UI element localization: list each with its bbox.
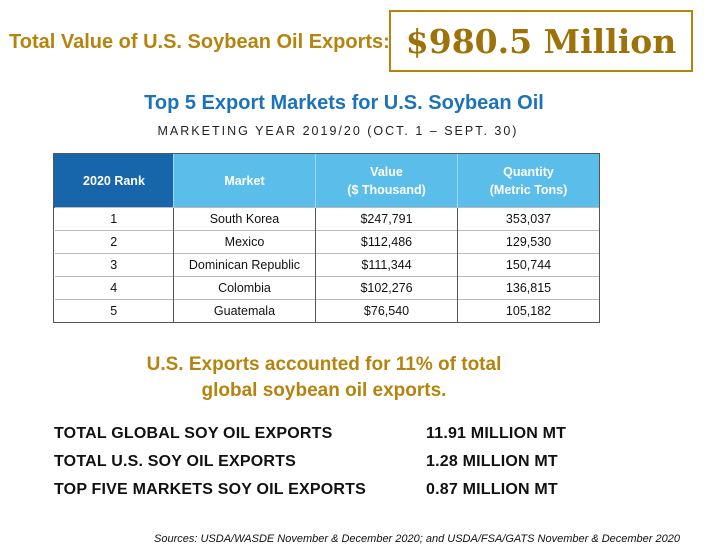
rank-cell: 4 — [54, 276, 174, 300]
stat-label: TOTAL GLOBAL SOY OIL EXPORTS — [54, 425, 333, 442]
rank-cell: 1 — [54, 207, 174, 231]
total-value-label: Total Value of U.S. Soybean Oil Exports: — [9, 31, 390, 53]
column-header-rank: 2020 Rank — [54, 154, 174, 208]
value-cell: $111,344 — [314, 253, 458, 277]
total-value-box: $980.5 Million — [389, 10, 693, 72]
market-cell: Colombia — [172, 276, 316, 300]
quantity-cell: 136,815 — [457, 276, 599, 300]
table-row: 2 Mexico $112,486 129,530 — [54, 230, 599, 254]
stat-label: TOP FIVE MARKETS SOY OIL EXPORTS — [54, 481, 366, 498]
table-row: 4 Colombia $102,276 136,815 — [54, 276, 599, 300]
column-header-quantity: Quantity (Metric Tons) — [457, 154, 599, 208]
market-cell: South Korea — [172, 207, 316, 231]
quantity-cell: 105,182 — [457, 299, 599, 322]
table-subtitle: MARKETING YEAR 2019/20 (OCT. 1 – SEPT. 3… — [157, 124, 519, 138]
table-row: 5 Guatemala $76,540 105,182 — [54, 299, 599, 322]
market-cell: Guatemala — [172, 299, 316, 322]
export-stats-list: TOTAL GLOBAL SOY OIL EXPORTS 11.91 MILLI… — [54, 420, 614, 504]
quantity-cell: 150,744 — [457, 253, 599, 277]
stat-row: TOP FIVE MARKETS SOY OIL EXPORTS 0.87 MI… — [54, 476, 614, 504]
rank-cell: 3 — [54, 253, 174, 277]
value-cell: $247,791 — [314, 207, 458, 231]
value-cell: $112,486 — [314, 230, 458, 254]
rank-cell: 5 — [54, 299, 174, 322]
callout-line-2: global soybean oil exports. — [201, 380, 447, 401]
market-cell: Dominican Republic — [172, 253, 316, 277]
stat-row: TOTAL GLOBAL SOY OIL EXPORTS 11.91 MILLI… — [54, 420, 614, 448]
table-title: Top 5 Export Markets for U.S. Soybean Oi… — [144, 92, 544, 114]
value-cell: $102,276 — [314, 276, 458, 300]
value-cell: $76,540 — [314, 299, 458, 322]
sources-note: Sources: USDA/WASDE November & December … — [154, 533, 680, 545]
stat-label: TOTAL U.S. SOY OIL EXPORTS — [54, 453, 296, 470]
rank-cell: 2 — [54, 230, 174, 254]
quantity-cell: 353,037 — [457, 207, 599, 231]
stat-value: 1.28 MILLION MT — [426, 453, 558, 470]
stat-value: 0.87 MILLION MT — [426, 481, 558, 498]
stat-value: 11.91 MILLION MT — [426, 425, 567, 442]
market-cell: Mexico — [172, 230, 316, 254]
export-share-callout: U.S. Exports accounted for 11% of total … — [0, 352, 728, 404]
quantity-cell: 129,530 — [457, 230, 599, 254]
table-row: 3 Dominican Republic $111,344 150,744 — [54, 253, 599, 277]
export-markets-table: 2020 Rank Market Value ($ Thousand) Quan… — [53, 153, 600, 323]
table-row: 1 South Korea $247,791 353,037 — [54, 207, 599, 231]
stat-row: TOTAL U.S. SOY OIL EXPORTS 1.28 MILLION … — [54, 448, 614, 476]
table-header-row: 2020 Rank Market Value ($ Thousand) Quan… — [54, 154, 599, 208]
column-header-value: Value ($ Thousand) — [314, 154, 458, 208]
callout-line-1: U.S. Exports accounted for 11% of total — [146, 354, 502, 375]
column-header-market: Market — [172, 154, 316, 208]
